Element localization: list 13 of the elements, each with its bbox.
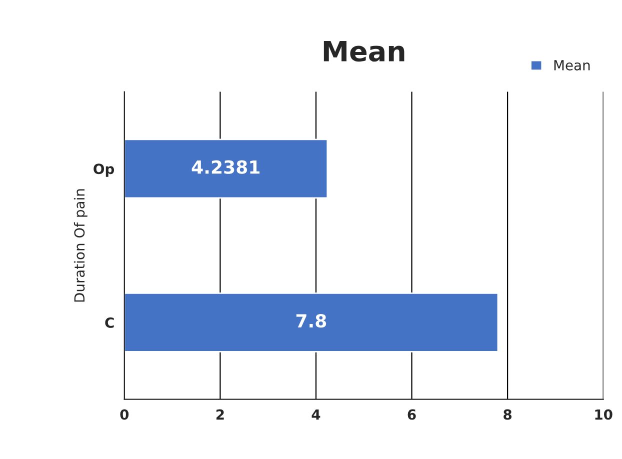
- y-axis-title: Duration Of pain: [74, 189, 88, 302]
- x-tick-label: 6: [408, 409, 416, 420]
- data-label: 7.8: [296, 314, 326, 328]
- y-tick-label: C: [105, 317, 114, 328]
- x-tick-label: 10: [595, 409, 612, 420]
- x-tick-label: 4: [312, 409, 320, 420]
- data-label: 4.2381: [192, 160, 260, 174]
- x-tick-label: 2: [216, 409, 224, 420]
- x-tick-label: 8: [504, 409, 512, 420]
- chart-title: Mean: [324, 40, 404, 62]
- x-tick-label: 0: [120, 409, 129, 420]
- legend-label: Mean: [554, 60, 590, 70]
- y-tick-label: Op: [94, 164, 114, 177]
